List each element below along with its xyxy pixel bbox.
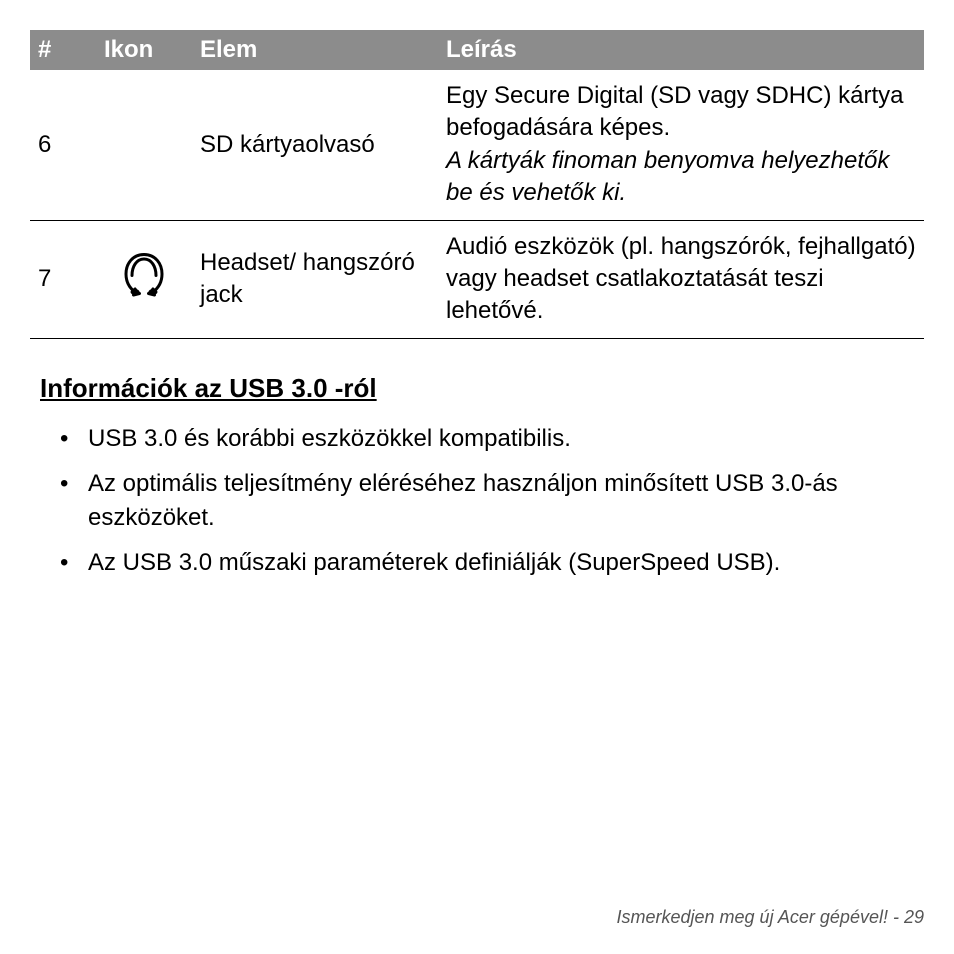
bullet-list: USB 3.0 és korábbi eszközökkel kompatibi… bbox=[30, 422, 924, 581]
table-row: 6 SD kártyaolvasó Egy Secure Digital (SD… bbox=[30, 70, 924, 220]
cell-elem: Headset/ hangszóró jack bbox=[192, 220, 438, 338]
col-header-num: # bbox=[30, 30, 96, 70]
document-page: # Ikon Elem Leírás 6 SD kártyaolvasó Egy… bbox=[0, 0, 954, 954]
cell-num: 6 bbox=[30, 70, 96, 220]
col-header-elem: Elem bbox=[192, 30, 438, 70]
table-header-row: # Ikon Elem Leírás bbox=[30, 30, 924, 70]
list-item: USB 3.0 és korábbi eszközökkel kompatibi… bbox=[60, 422, 924, 457]
table-row: 7 Headset/ hangszóró jack Audió eszközök… bbox=[30, 220, 924, 338]
headset-icon bbox=[120, 250, 168, 298]
cell-icon bbox=[96, 220, 192, 338]
col-header-leiras: Leírás bbox=[438, 30, 924, 70]
cell-icon bbox=[96, 70, 192, 220]
cell-desc: Audió eszközök (pl. hangszórók, fejhallg… bbox=[438, 220, 924, 338]
desc-text: Audió eszközök (pl. hangszórók, fejhallg… bbox=[446, 233, 916, 325]
list-item: Az USB 3.0 műszaki paraméterek definiálj… bbox=[60, 546, 924, 581]
cell-desc: Egy Secure Digital (SD vagy SDHC) kártya… bbox=[438, 70, 924, 220]
ports-table: # Ikon Elem Leírás 6 SD kártyaolvasó Egy… bbox=[30, 30, 924, 339]
cell-num: 7 bbox=[30, 220, 96, 338]
section-title: Információk az USB 3.0 -ról bbox=[40, 373, 924, 404]
list-item: Az optimális teljesítmény eléréséhez has… bbox=[60, 467, 924, 537]
col-header-ikon: Ikon bbox=[96, 30, 192, 70]
cell-elem: SD kártyaolvasó bbox=[192, 70, 438, 220]
desc-text: Egy Secure Digital (SD vagy SDHC) kártya… bbox=[446, 82, 903, 141]
desc-text-italic: A kártyák finoman benyomva helyezhetők b… bbox=[446, 147, 889, 206]
page-footer: Ismerkedjen meg új Acer gépével! - 29 bbox=[617, 907, 925, 928]
